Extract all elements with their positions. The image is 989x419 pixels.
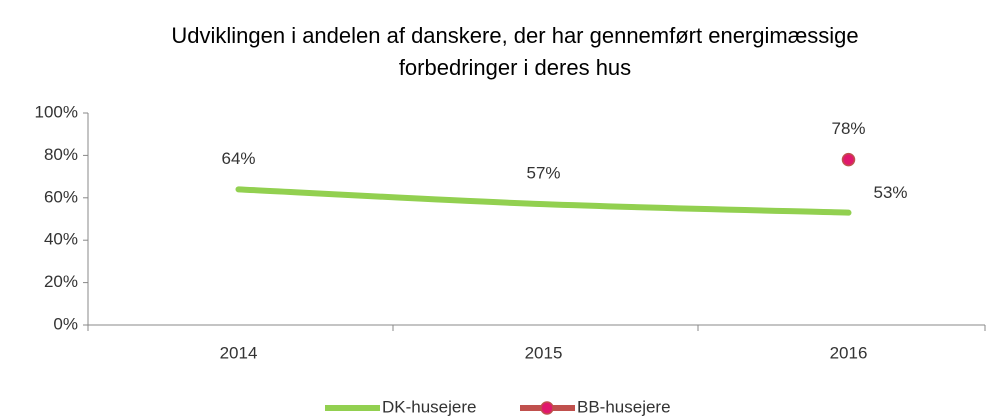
legend-label: DK-husejere [382, 397, 477, 416]
marker [841, 152, 856, 167]
legend-label: BB-husejere [577, 397, 671, 416]
data-label: 78% [831, 119, 865, 138]
data-label: 57% [526, 164, 560, 183]
chart-title: Udviklingen i andelen af danskere, der h… [171, 23, 858, 48]
x-tick-label: 2014 [220, 343, 258, 362]
legend-marker [540, 401, 554, 415]
y-tick-label: 20% [44, 272, 78, 291]
x-tick-label: 2015 [525, 343, 563, 362]
series-line [235, 186, 852, 216]
y-tick-label: 40% [44, 230, 78, 249]
chart-title: forbedringer i deres hus [399, 55, 631, 80]
x-tick-label: 2016 [830, 343, 868, 362]
data-label: 53% [874, 183, 908, 202]
y-tick-label: 100% [35, 102, 78, 121]
data-label: 64% [221, 149, 255, 168]
y-tick-label: 0% [53, 314, 78, 333]
y-tick-label: 80% [44, 145, 78, 164]
y-tick-label: 60% [44, 187, 78, 206]
